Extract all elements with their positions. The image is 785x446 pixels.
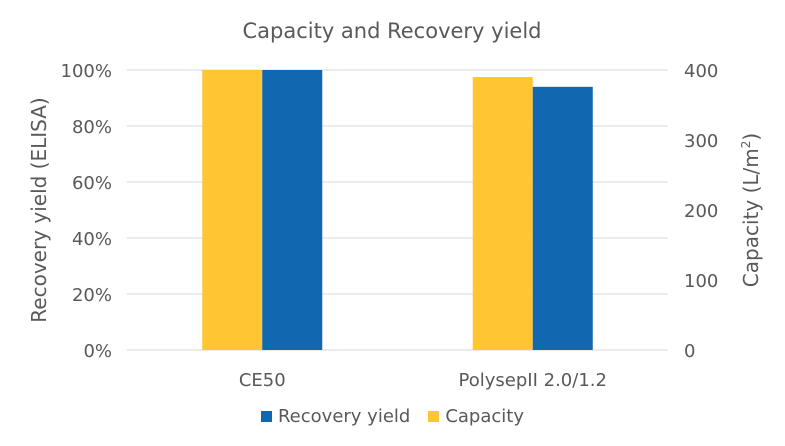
- left-tick-label: 100%: [61, 61, 112, 82]
- chart-title: Capacity and Recovery yield: [242, 19, 541, 43]
- left-tick-label: 0%: [83, 341, 112, 362]
- legend-label-recovery-yield: Recovery yield: [277, 405, 411, 427]
- legend: Recovery yield Capacity: [0, 402, 785, 430]
- category-label: PolysepII 2.0/1.2: [459, 370, 607, 391]
- right-tick-label: 200: [684, 201, 718, 222]
- category-label: CE50: [239, 370, 286, 391]
- right-axis-ticks: 0 100 200 300 400: [684, 61, 718, 362]
- right-tick-label: 400: [684, 61, 718, 82]
- right-tick-label: 100: [684, 271, 718, 292]
- legend-item-recovery-yield: Recovery yield: [260, 405, 411, 427]
- left-tick-label: 20%: [72, 285, 112, 306]
- left-tick-label: 60%: [72, 173, 112, 194]
- bar-recovery-yield-1: [532, 86, 593, 351]
- left-tick-label: 80%: [72, 117, 112, 138]
- bar-recovery-yield-0: [262, 70, 323, 350]
- legend-item-capacity: Capacity: [428, 406, 524, 427]
- legend-swatch-capacity: [428, 410, 440, 422]
- left-tick-label: 40%: [72, 229, 112, 250]
- right-tick-label: 0: [684, 341, 695, 362]
- bar-capacity-0: [202, 70, 263, 350]
- right-tick-label: 300: [684, 131, 718, 152]
- bar-capacity-1: [472, 77, 533, 350]
- right-axis-title: Capacity (L/m2): [739, 133, 763, 287]
- legend-label-capacity: Capacity: [445, 405, 524, 427]
- left-axis-ticks: 0% 20% 40% 60% 80% 100%: [61, 61, 112, 362]
- bars: [202, 70, 593, 351]
- left-axis-title: Recovery yield (ELISA): [27, 97, 51, 322]
- category-labels: CE50 PolysepII 2.0/1.2: [239, 370, 607, 391]
- legend-swatch-recovery-yield: [260, 410, 272, 422]
